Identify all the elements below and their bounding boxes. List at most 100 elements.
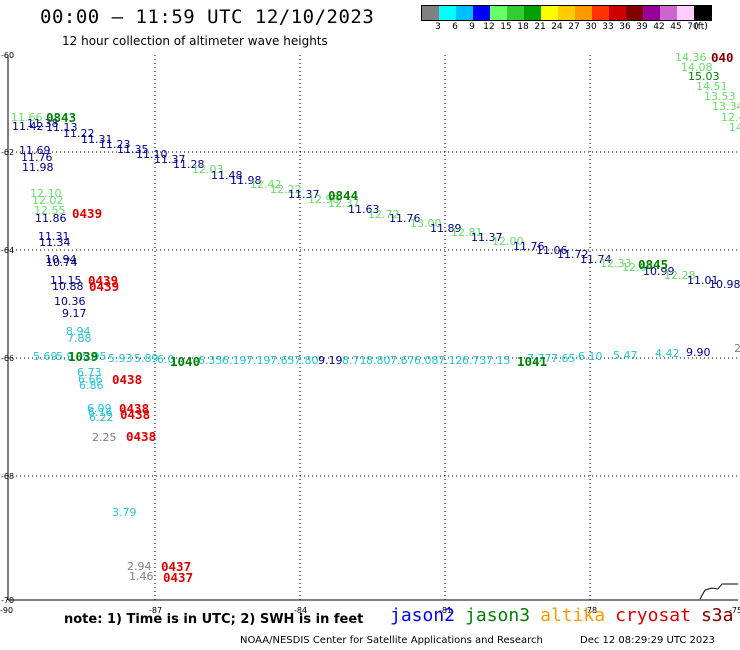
wave-height-value: 11.89: [430, 222, 462, 235]
legend-swatch: [677, 6, 694, 20]
lon-tick-label: -87: [149, 606, 162, 615]
pass-time-label: 0439: [89, 279, 119, 294]
legend-swatch: [643, 6, 660, 20]
wave-height-value: 1.46: [129, 570, 154, 583]
wave-height-value: 11.74: [580, 253, 612, 266]
lon-tick-label: -78: [584, 606, 597, 615]
wave-height-value: 12.03: [192, 163, 224, 176]
wave-height-value: 7.77: [527, 352, 552, 365]
satellite-cryosat: cryosat: [615, 605, 691, 626]
wave-height-value: 12.28: [664, 269, 696, 282]
satellite-jason3: jason3: [465, 605, 531, 626]
wave-height-value: 11.69: [19, 144, 51, 157]
wave-height-value: 10.74: [46, 256, 78, 269]
pass-time-label: 1039: [68, 349, 98, 364]
wave-height-value: 14.00: [729, 121, 740, 134]
wave-height-value: 11.13: [46, 121, 78, 134]
wave-height-value: 10.98: [709, 278, 740, 291]
wave-height-value: 6.86: [79, 379, 104, 392]
pass-time-label: 0843: [46, 110, 76, 125]
pass-time-label: 0845: [638, 257, 668, 272]
wave-height-value: 7.80: [294, 354, 319, 367]
wave-height-value: 11.76: [513, 240, 545, 253]
wave-height-value: 7.65: [270, 354, 295, 367]
wave-height-value: 6.22: [89, 411, 114, 424]
wave-height-value: 5.89: [134, 352, 159, 365]
wave-height-value: 11.35: [117, 143, 149, 156]
wave-height-value: 6.35: [198, 354, 223, 367]
wave-height-value: 8.80: [366, 354, 391, 367]
wave-height-value: 12.98: [308, 193, 340, 206]
wave-height-value: 6.08: [414, 354, 439, 367]
lon-tick-label: -81: [439, 606, 452, 615]
legend-label: 33: [602, 22, 614, 32]
wave-height-value: 10.88: [52, 280, 84, 293]
wave-height-value: 7.19: [246, 354, 271, 367]
lon-tick-label: -90: [0, 606, 13, 615]
lon-tick-label: -84: [294, 606, 307, 615]
pass-time-label: 0438: [126, 429, 156, 444]
wave-height-value: 6.73: [462, 354, 487, 367]
wave-height-value: 6.19: [222, 354, 247, 367]
legend-label: 9: [469, 22, 475, 32]
wave-height-value: 12.72: [368, 208, 400, 221]
legend-label: 18: [517, 22, 529, 32]
wave-height-value: 7.88: [67, 332, 92, 345]
legend-swatch: [575, 6, 592, 20]
wave-height-value: 11.06: [536, 244, 568, 257]
wave-height-value: 5.69: [33, 350, 58, 363]
wave-height-value: 11.28: [173, 158, 205, 171]
wave-height-value: 5.95: [82, 350, 107, 363]
wave-height-value: 6.66: [78, 373, 103, 386]
wave-height-value: 9.19: [318, 354, 343, 367]
color-legend: 3 6 9 12 15 18 21 24 27 30 33 36 39 42 45 70 (ft): [421, 5, 712, 32]
wave-height-value: 11.37: [471, 231, 503, 244]
wave-height-value: 11.72: [557, 248, 589, 261]
legend-labels: 3 6 9 12 15 18 21 24 27 30 33 36 39 42 45 70 (ft): [421, 22, 740, 36]
legend-label: (ft): [694, 22, 708, 32]
legend-swatch: [541, 6, 558, 20]
lat-tick-label: -60: [1, 51, 14, 60]
legend-label: 24: [551, 22, 563, 32]
pass-time-label: 0438: [120, 407, 150, 422]
legend-swatch: [507, 6, 524, 20]
wave-height-value: 7.15: [486, 354, 511, 367]
wave-height-value: 13.34: [712, 100, 740, 113]
legend-swatch: [422, 6, 439, 20]
legend-label: 15: [500, 22, 512, 32]
wave-height-value: 12.45: [721, 111, 740, 124]
legend-label: 6: [452, 22, 458, 32]
wave-height-value: 12.55: [34, 204, 66, 217]
satellite-s3a: s3a: [700, 605, 734, 626]
wave-height-value: 11.98: [230, 174, 262, 187]
wave-height-value: 9.17: [62, 307, 87, 320]
issued-timestamp: Dec 12 08:29:29 UTC 2023: [580, 635, 715, 646]
legend-label: 39: [636, 22, 648, 32]
legend-label: 42: [653, 22, 665, 32]
legend-label: 30: [585, 22, 597, 32]
wave-height-value: 11.10: [136, 148, 168, 161]
wave-height-value: 11.22: [63, 127, 95, 140]
wave-height-value: 12.22: [270, 183, 302, 196]
wave-height-value: 4.42: [655, 347, 680, 360]
lon-tick-label: -75: [729, 606, 740, 615]
wave-height-value: 7.65: [551, 352, 576, 365]
pass-time-label: 0437: [163, 570, 193, 585]
wave-height-value: 3.79: [112, 506, 137, 519]
legend-label: 70: [687, 22, 699, 32]
wave-height-value: 12.33: [600, 257, 632, 270]
wave-height-value: 14.51: [696, 80, 728, 93]
wave-height-value: 11.31: [38, 230, 70, 243]
pass-time-label: 0844: [328, 188, 358, 203]
credit-text: NOAA/NESDIS Center for Satellite Applica…: [240, 635, 543, 646]
legend-swatch: [609, 6, 626, 20]
legend-swatch: [473, 6, 490, 20]
wave-height-value: 11.86: [35, 212, 67, 225]
wave-height-value: 5.9: [56, 350, 74, 363]
wave-height-value: 7.12: [438, 354, 463, 367]
legend-swatch: [456, 6, 473, 20]
satellite-jason2: jason2: [390, 605, 456, 626]
wave-height-value: 10.94: [45, 253, 77, 266]
